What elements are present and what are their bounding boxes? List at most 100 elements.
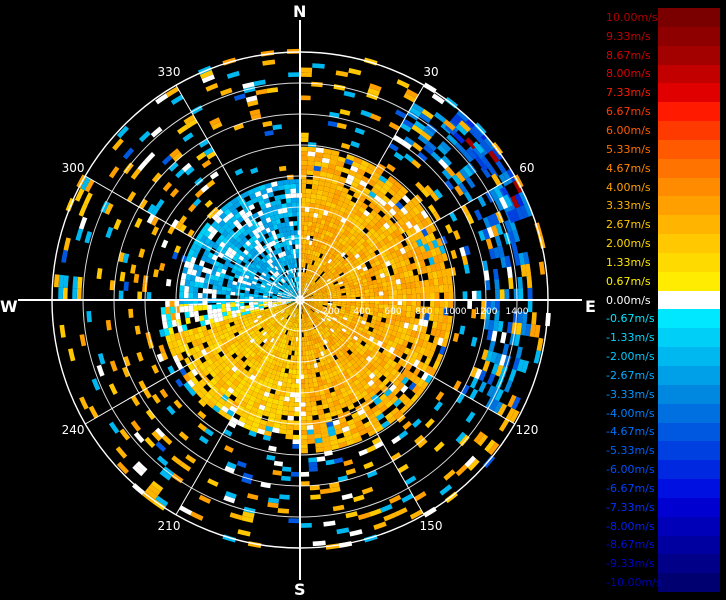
velocity-cell: [286, 286, 291, 291]
velocity-cell: [253, 258, 260, 265]
velocity-cell: [324, 285, 330, 289]
velocity-cell: [272, 427, 280, 434]
velocity-cell: [242, 343, 249, 350]
velocity-cell: [97, 353, 106, 365]
velocity-cell: [469, 377, 479, 389]
velocity-cell: [388, 142, 399, 152]
velocity-cell: [301, 281, 303, 287]
velocity-cell: [340, 308, 346, 312]
velocity-cell: [327, 352, 333, 358]
velocity-cell: [454, 185, 464, 197]
velocity-cell: [421, 251, 429, 260]
velocity-cell: [325, 286, 331, 290]
velocity-cell: [263, 293, 268, 296]
velocity-cell: [198, 259, 206, 267]
velocity-cell: [322, 280, 328, 285]
velocity-cell: [305, 312, 309, 317]
velocity-cell: [257, 242, 263, 249]
velocity-cell: [286, 301, 291, 303]
velocity-cell: [217, 378, 226, 387]
velocity-cell: [297, 304, 299, 309]
velocity-cell: [508, 277, 514, 289]
velocity-cell: [365, 167, 375, 176]
velocity-cell: [259, 246, 266, 253]
velocity-cell: [305, 282, 308, 288]
range-tick-label: 1200: [475, 307, 498, 317]
velocity-cell: [295, 253, 299, 259]
velocity-cell: [315, 286, 320, 290]
velocity-cell: [225, 290, 231, 296]
velocity-cell: [199, 277, 205, 283]
velocity-cell: [352, 278, 358, 283]
velocity-cell: [504, 220, 513, 233]
velocity-cell: [307, 268, 311, 274]
velocity-cell: [274, 335, 280, 341]
velocity-cell: [319, 318, 325, 323]
velocity-cell: [439, 300, 445, 308]
velocity-cell: [308, 142, 317, 148]
velocity-cell: [189, 347, 197, 355]
velocity-cell: [281, 381, 287, 388]
velocity-cell: [223, 319, 230, 325]
velocity-cell: [237, 365, 245, 373]
velocity-cell: [260, 188, 268, 196]
velocity-cell: [408, 382, 417, 391]
velocity-cell: [249, 193, 257, 200]
velocity-cell: [332, 504, 345, 512]
velocity-cell: [316, 289, 322, 293]
legend-label: 7.33m/s: [606, 86, 651, 100]
velocity-cell: [331, 268, 337, 274]
velocity-cell: [334, 219, 341, 226]
velocity-cell: [287, 286, 291, 290]
velocity-cell: [343, 262, 349, 268]
velocity-cell: [313, 170, 321, 176]
velocity-cell: [206, 380, 215, 389]
velocity-cell: [313, 302, 319, 304]
velocity-cell: [417, 338, 424, 347]
velocity-cell: [296, 291, 299, 296]
velocity-cell: [287, 294, 292, 297]
velocity-cell: [334, 329, 340, 335]
velocity-cell: [251, 197, 259, 204]
velocity-cell: [225, 219, 233, 227]
velocity-cell: [312, 292, 318, 295]
velocity-cell: [250, 255, 256, 262]
velocity-cell: [318, 297, 324, 299]
velocity-cell: [169, 333, 177, 342]
velocity-cell: [198, 398, 207, 408]
velocity-cell: [305, 307, 309, 312]
velocity-cell: [300, 165, 308, 170]
velocity-cell: [297, 281, 299, 287]
velocity-cell: [330, 439, 339, 446]
velocity-cell: [248, 276, 254, 281]
velocity-cell: [234, 323, 241, 329]
bearing-label: 150: [419, 518, 443, 533]
velocity-cell: [312, 291, 317, 295]
velocity-cell: [234, 369, 242, 376]
velocity-cell: [303, 336, 307, 342]
velocity-cell: [199, 387, 208, 396]
velocity-cell: [72, 288, 78, 300]
velocity-cell: [336, 260, 342, 266]
velocity-cell: [286, 245, 291, 251]
velocity-cell: [424, 286, 430, 294]
velocity-cell: [301, 262, 304, 268]
velocity-cell: [220, 405, 230, 414]
velocity-cell: [281, 203, 288, 209]
velocity-cell: [415, 306, 421, 313]
velocity-cell: [443, 330, 451, 340]
velocity-cell: [405, 88, 419, 99]
velocity-cell: [392, 387, 401, 396]
velocity-cell: [318, 302, 323, 305]
velocity-cell: [443, 307, 449, 316]
velocity-cell: [312, 217, 318, 223]
velocity-cell: [272, 281, 277, 286]
velocity-cell: [219, 320, 225, 326]
velocity-cell: [502, 171, 513, 185]
velocity-cell: [534, 324, 541, 338]
velocity-cell: [365, 386, 374, 394]
velocity-cell: [292, 263, 296, 268]
velocity-cell: [294, 292, 298, 297]
velocity-cell: [368, 190, 377, 199]
velocity-cell: [473, 146, 485, 159]
